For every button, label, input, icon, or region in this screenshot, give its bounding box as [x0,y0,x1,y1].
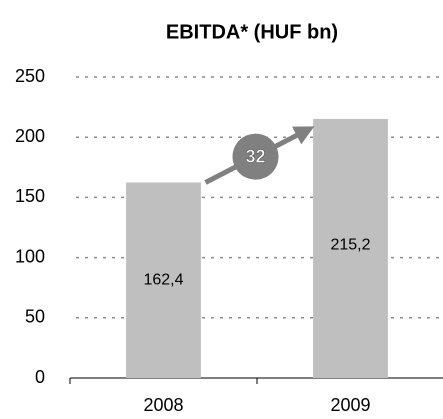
x-tick-label: 2009 [330,395,370,415]
y-tick-label: 100 [15,246,45,266]
value-label: 162,4 [143,271,183,288]
y-tick-label: 0 [35,367,45,387]
y-tick-label: 50 [25,307,45,327]
annotation-circle [232,133,279,180]
y-tick-label: 250 [15,66,45,86]
bar [313,118,388,378]
x-tick-label: 2008 [143,395,183,415]
y-tick-label: 150 [15,186,45,206]
bar [126,182,201,378]
annotation-label: 32 [245,146,265,166]
chart-title: EBITDA* (HUF bn) [166,21,338,43]
value-label: 215,2 [330,237,370,254]
y-tick-label: 200 [15,126,45,146]
